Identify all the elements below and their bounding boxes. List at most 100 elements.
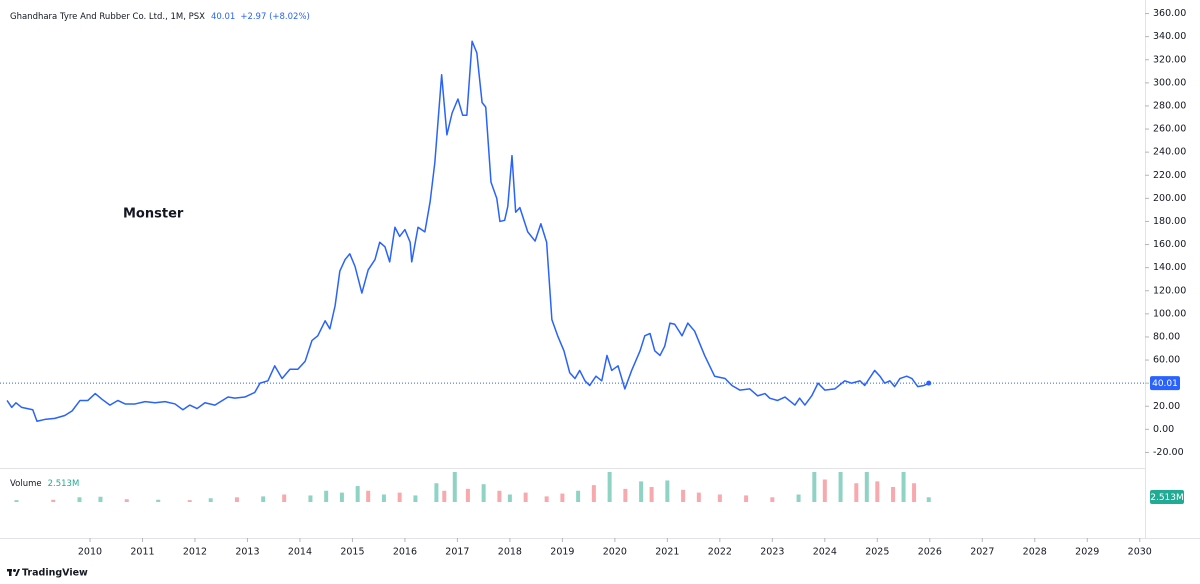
volume-bar <box>926 497 931 502</box>
price-change: +2.97 (+8.02%) <box>240 12 310 22</box>
x-tick-label: 2014 <box>288 547 312 558</box>
x-tick-label: 2019 <box>550 547 574 558</box>
volume-bar <box>796 494 801 502</box>
last-price-header: 40.01 <box>211 12 235 22</box>
x-tick-label: 2024 <box>813 547 837 558</box>
volume-label-box <box>1150 490 1184 504</box>
volume-bar <box>124 499 129 502</box>
y-tick-label: 0.00 <box>1153 424 1174 435</box>
volume-bar <box>339 492 344 502</box>
volume-bar <box>696 492 701 502</box>
x-tick-label: 2016 <box>393 547 417 558</box>
chart-header: Ghandhara Tyre And Rubber Co. Ltd., 1M, … <box>10 12 310 22</box>
volume-bar <box>665 480 670 502</box>
volume-bar <box>875 481 880 502</box>
volume-bar <box>324 490 329 502</box>
y-tick-label: 220.00 <box>1153 170 1186 181</box>
volume-label: 2.513M <box>1150 493 1184 503</box>
x-tick-label: 2018 <box>498 547 522 558</box>
volume-bar <box>649 487 654 502</box>
x-tick-label: 2022 <box>708 547 732 558</box>
volume-bar <box>591 485 596 502</box>
y-tick-label: 240.00 <box>1153 147 1186 158</box>
y-tick-label: 140.00 <box>1153 262 1186 273</box>
x-tick-label: 2026 <box>918 547 942 558</box>
x-tick-label: 2013 <box>235 547 259 558</box>
annotation: Monster <box>123 207 184 222</box>
price-line <box>6 40 930 423</box>
last-point <box>926 380 932 386</box>
volume-bar <box>544 496 549 502</box>
volume-bar <box>717 494 722 502</box>
plot: 360.00 340.00 320.00 300.00 280.00 260.00 240.… <box>0 8 1186 558</box>
volume-bar <box>523 492 528 502</box>
x-tick-label: 2012 <box>183 547 207 558</box>
volume-bar <box>744 495 749 502</box>
volume-bar <box>901 472 906 502</box>
x-tick-label: 2021 <box>655 547 679 558</box>
logo: TradingView <box>7 568 88 579</box>
y-tick-label: 80.00 <box>1153 331 1180 342</box>
volume-bar <box>607 472 612 502</box>
volume-bar <box>434 483 439 502</box>
volume-bar <box>282 494 287 502</box>
x-tick-label: 2028 <box>1023 547 1047 558</box>
y-tick-label: 300.00 <box>1153 77 1186 88</box>
volume-header: Volume 2.513M <box>10 479 79 489</box>
volume-bar <box>366 490 371 502</box>
volume-bar <box>623 488 628 502</box>
x-tick-label: 2015 <box>340 547 364 558</box>
volume-bar <box>14 500 19 502</box>
y-tick-label: 100.00 <box>1153 308 1186 319</box>
y-tick-label: 260.00 <box>1153 124 1186 135</box>
volume-bar <box>770 497 775 502</box>
y-tick-label: 160.00 <box>1153 239 1186 250</box>
volume-bar <box>355 486 360 502</box>
y-tick-label: -20.00 <box>1153 447 1184 458</box>
volume-bar <box>497 490 502 502</box>
volume-bar <box>397 492 402 502</box>
volume-bar <box>576 490 581 502</box>
volume-bar <box>187 500 192 502</box>
volume-bar <box>77 497 82 502</box>
chart-title: Ghandhara Tyre And Rubber Co. Ltd., 1M, … <box>10 12 205 22</box>
x-tick-label: 2010 <box>78 547 102 558</box>
volume-bar <box>912 483 917 502</box>
x-tick-label: 2023 <box>760 547 784 558</box>
y-tick-label: 20.00 <box>1153 401 1180 412</box>
volume-bar <box>442 490 447 502</box>
volume-title: Volume <box>10 479 42 489</box>
y-tick-label: 320.00 <box>1153 54 1186 65</box>
y-tick-label: 360.00 <box>1153 8 1186 19</box>
x-tick-label: 2027 <box>970 547 994 558</box>
volume-bar <box>481 484 486 502</box>
volume-bar <box>234 497 239 502</box>
volume-bar <box>308 495 313 502</box>
logo-mark <box>15 569 20 576</box>
volume-bar <box>208 498 213 502</box>
volume-bar <box>51 499 56 502</box>
volume-bar <box>864 472 869 502</box>
volume-bar <box>261 496 266 502</box>
x-tick-label: 2029 <box>1075 547 1099 558</box>
x-tick-label: 2017 <box>445 547 469 558</box>
volume-last: 2.513M <box>48 479 80 489</box>
volume-bar <box>639 481 644 502</box>
y-tick-label: 60.00 <box>1153 355 1180 366</box>
x-tick-label: 2030 <box>1128 547 1152 558</box>
y-tick-label: 120.00 <box>1153 285 1186 296</box>
x-tick-label: 2020 <box>603 547 627 558</box>
volume-bar <box>452 472 457 502</box>
y-tick-label: 200.00 <box>1153 193 1186 204</box>
x-tick-label: 2011 <box>130 547 154 558</box>
last-price-label: 40.01 <box>1152 379 1178 389</box>
last-price-box <box>1150 376 1180 391</box>
volume-bar <box>560 493 565 502</box>
volume-bar <box>413 495 418 502</box>
volume-bar <box>891 487 896 502</box>
volume-bar <box>98 496 103 502</box>
volume-bar <box>812 472 817 502</box>
y-tick-label: 180.00 <box>1153 216 1186 227</box>
